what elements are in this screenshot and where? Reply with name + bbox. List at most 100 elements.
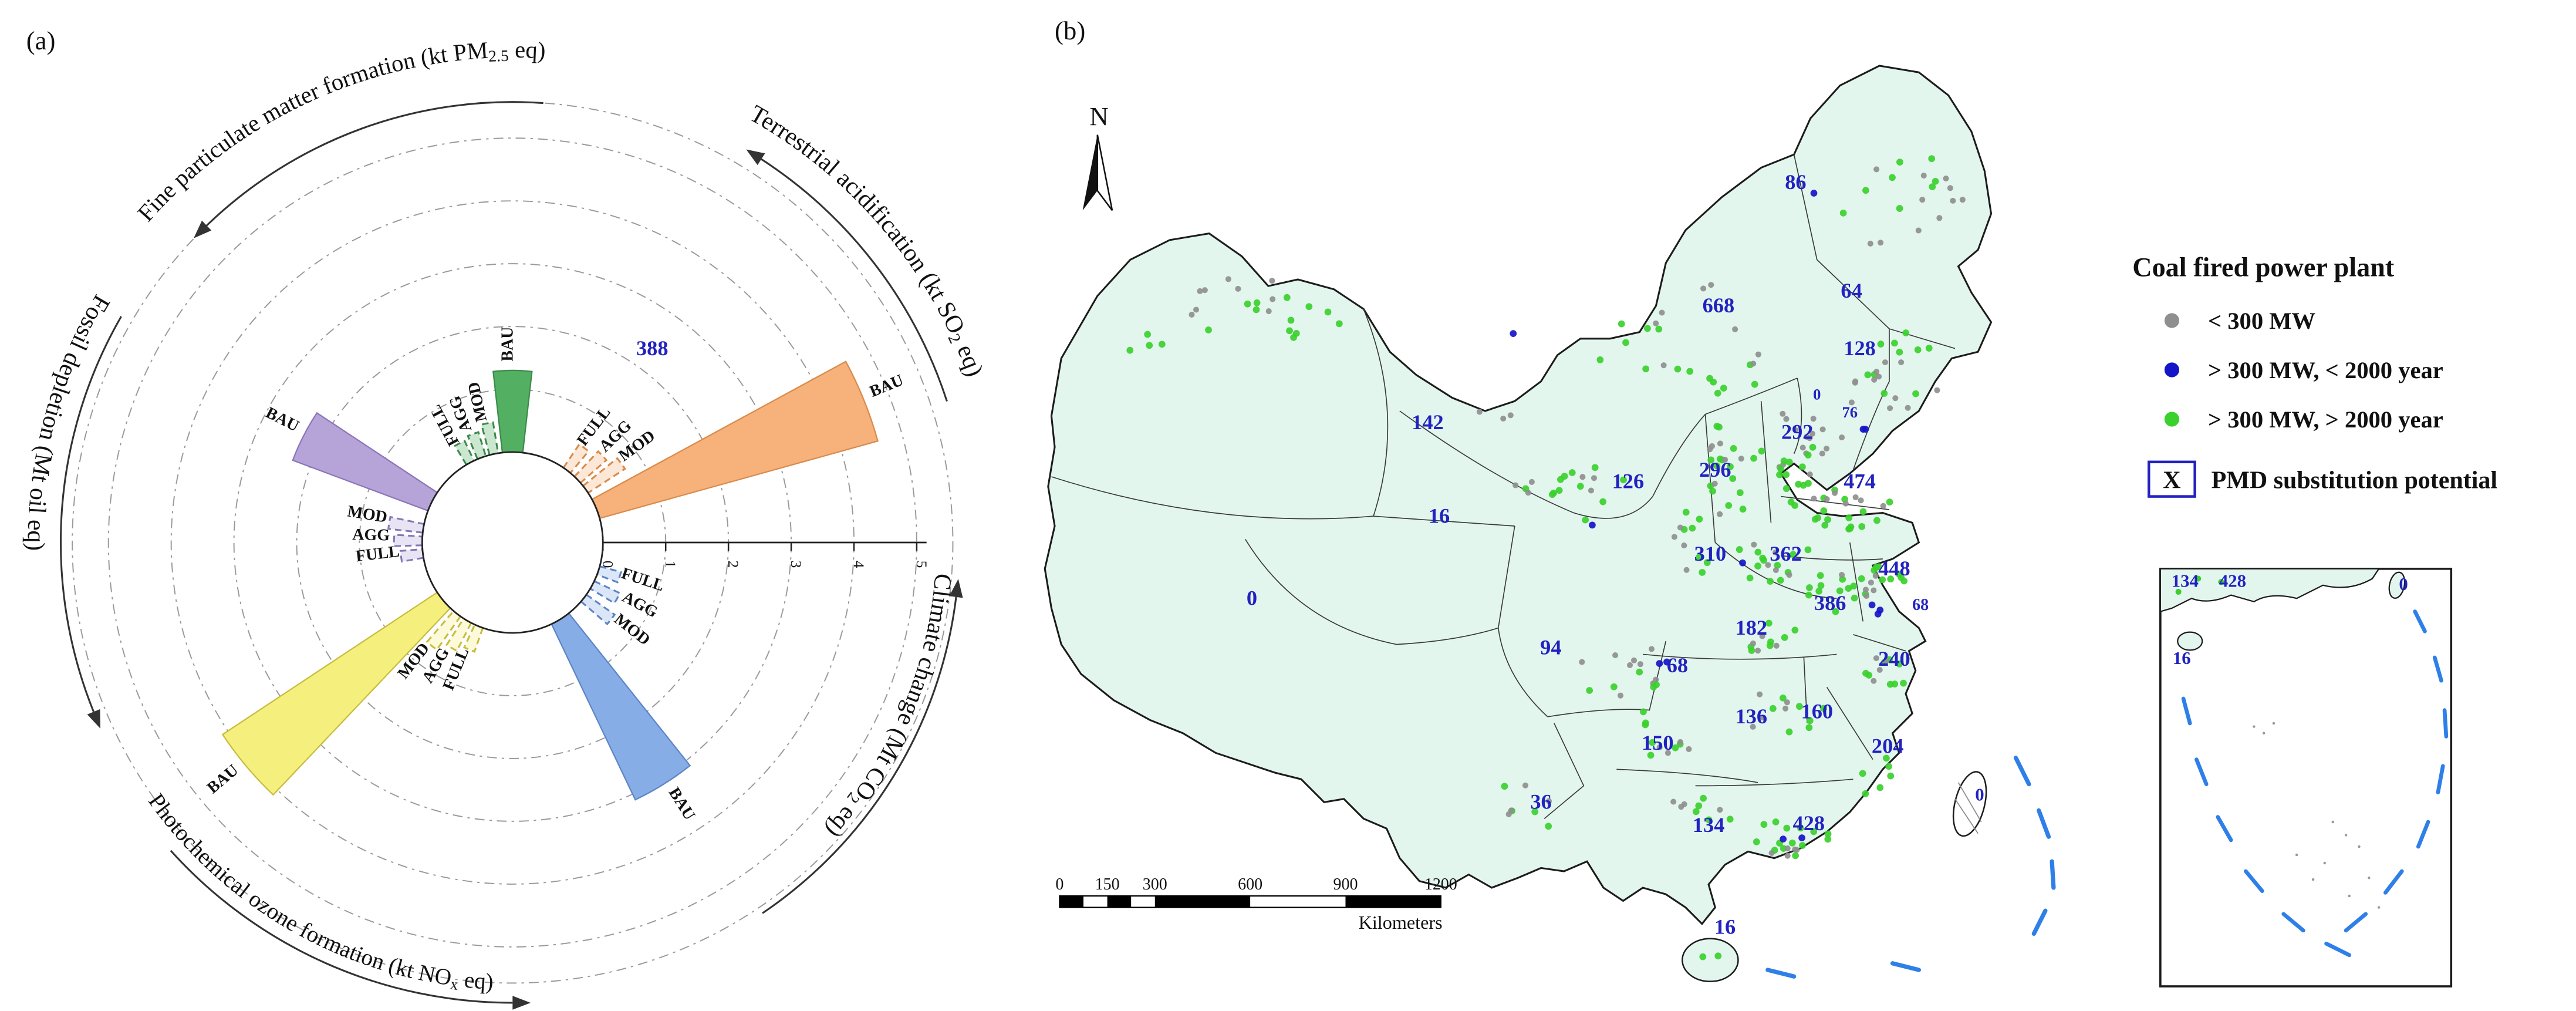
south-china-sea-inset: 134 428 0 16 xyxy=(2159,567,2453,988)
plant-dot-lt300 xyxy=(1612,652,1619,659)
scale-bar-unit: Kilometers xyxy=(1359,912,1443,933)
plant-dot-lt300 xyxy=(1819,426,1826,433)
scenario-label-fossil-depletion-AGG: AGG xyxy=(352,525,390,544)
plant-dot-lt300 xyxy=(1757,691,1763,697)
plant-dot-lt300 xyxy=(1862,587,1869,593)
plant-dot-gt300_gt2000 xyxy=(1929,183,1936,190)
plant-dot-lt300 xyxy=(1660,362,1667,369)
plant-dot-lt300 xyxy=(1824,496,1830,503)
arc-arrow-4 xyxy=(762,597,957,914)
direction-arc-arrows xyxy=(59,101,963,1010)
plant-dot-gt300_gt2000 xyxy=(1795,481,1802,488)
scenario-label-fine-particulate-matter-BAU: BAU xyxy=(498,326,516,361)
plant-dot-lt300 xyxy=(1773,642,1780,649)
north-arrow: N xyxy=(1082,102,1113,211)
plant-dot-gt300_gt2000 xyxy=(1785,728,1793,736)
plant-dot-lt300 xyxy=(1943,176,1949,182)
plant-dot-gt300_gt2000 xyxy=(1710,378,1717,386)
pmd-value: 0 xyxy=(1813,385,1821,403)
plant-dot-lt300 xyxy=(1545,798,1552,804)
plant-dot-gt300_gt2000 xyxy=(1767,578,1774,585)
plant-dot-gt300_gt2000 xyxy=(1335,320,1343,328)
pmd-value: 126 xyxy=(1612,470,1645,493)
plant-dot-lt300 xyxy=(1876,666,1883,673)
plant-dot-gt300_gt2000 xyxy=(1700,794,1707,802)
scale-bar-tick-label: 900 xyxy=(1333,875,1358,894)
plant-dot-gt300_gt2000 xyxy=(1886,498,1893,505)
plant-dot-lt300 xyxy=(1708,282,1714,288)
plant-dot-gt300_gt2000 xyxy=(1725,502,1733,509)
plant-dot-gt300_gt2000 xyxy=(1146,342,1153,349)
arc-arrow-1 xyxy=(761,158,948,402)
plant-dot-gt300_gt2000 xyxy=(1783,824,1791,832)
pmd-value: 668 xyxy=(1703,294,1735,317)
plant-dot-lt300 xyxy=(1950,197,1956,204)
pmd-value: 182 xyxy=(1736,616,1768,639)
plant-dot-gt300_gt2000 xyxy=(1777,465,1784,473)
plant-dot-gt300_gt2000 xyxy=(1618,320,1625,328)
plant-dot-gt300_gt2000 xyxy=(1726,815,1734,823)
plant-dot-gt300_gt2000 xyxy=(1739,505,1747,513)
plant-dot-gt300_gt2000 xyxy=(1876,784,1884,791)
plant-dot-gt300_gt2000 xyxy=(1824,516,1831,523)
polar-bars xyxy=(221,360,879,801)
plant-dot-lt300 xyxy=(1819,450,1825,457)
bar-fine-particulate-matter-FULL xyxy=(454,439,475,466)
plant-dot-gt300_gt2000 xyxy=(1883,754,1890,762)
scenario-label-fossil-depletion-MOD: MOD xyxy=(346,502,389,526)
plant-dot-gt300_lt2000 xyxy=(1656,660,1663,667)
plant-dot-lt300 xyxy=(1717,511,1723,517)
axis-tick-label: 2 xyxy=(725,561,741,568)
plant-dot-gt300_gt2000 xyxy=(1777,577,1784,584)
plant-dot-lt300 xyxy=(1235,285,1241,292)
hainan-island xyxy=(1682,938,1739,982)
plant-dot-gt300_gt2000 xyxy=(1805,591,1812,599)
plant-dot-gt300_gt2000 xyxy=(1707,456,1715,464)
pmd-value: 86 xyxy=(1785,170,1806,194)
plant-dot-gt300_gt2000 xyxy=(1640,708,1647,716)
legend-dot-gt300_gt2000 xyxy=(2164,412,2180,427)
china-outline xyxy=(1044,65,1993,925)
pmd-value: 68 xyxy=(1667,653,1688,677)
plant-dot-gt300_gt2000 xyxy=(1787,498,1795,505)
inner-circle xyxy=(421,451,604,634)
plant-dot-lt300 xyxy=(1193,306,1200,313)
pmd-value: 76 xyxy=(1842,403,1858,421)
nine-dash-line-inset xyxy=(2181,609,2449,958)
plant-dot-lt300 xyxy=(1579,659,1585,665)
plant-dot-gt300_gt2000 xyxy=(1599,498,1606,505)
pmd-value: 362 xyxy=(1770,542,1802,565)
plant-dot-gt300_gt2000 xyxy=(1622,339,1629,346)
plant-dot-gt300_gt2000 xyxy=(1772,818,1780,825)
plant-dot-gt300_gt2000 xyxy=(1760,557,1767,564)
plant-dot-gt300_gt2000 xyxy=(1873,517,1880,524)
plant-dot-lt300 xyxy=(1717,807,1723,813)
plant-dot-lt300 xyxy=(1792,846,1798,852)
axis-tick-label: 0 xyxy=(599,561,615,568)
plant-dot-lt300 xyxy=(1810,416,1817,422)
plant-dot-gt300_gt2000 xyxy=(1158,341,1166,348)
plant-dot-gt300_lt2000 xyxy=(1739,559,1746,567)
plant-dot-gt300_gt2000 xyxy=(1858,575,1865,582)
plant-dot-lt300 xyxy=(1759,633,1765,639)
plant-dot-lt300 xyxy=(1800,444,1806,451)
plant-dot-gt300_gt2000 xyxy=(1750,454,1757,462)
plant-dot-lt300 xyxy=(1677,739,1683,745)
plant-dot-lt300 xyxy=(1852,378,1859,385)
plant-dot-gt300_gt2000 xyxy=(1126,346,1134,354)
bar-photochemical-ozone-BAU xyxy=(221,591,451,796)
plant-dot-gt300_lt2000 xyxy=(1810,190,1818,197)
scale-bar-tick-label: 150 xyxy=(1095,875,1120,894)
plant-dot-gt300_gt2000 xyxy=(1896,159,1903,166)
plant-dot-gt300_gt2000 xyxy=(1689,524,1696,532)
pmd-value: 0 xyxy=(1975,785,1984,805)
plant-dot-gt300_gt2000 xyxy=(1928,155,1936,163)
plant-dot-gt300_gt2000 xyxy=(1774,562,1781,569)
scenario-label-photochemical-ozone-BAU: BAU xyxy=(204,761,242,797)
plant-dot-gt300_gt2000 xyxy=(1753,838,1760,845)
plant-dot-lt300 xyxy=(1750,640,1756,646)
plant-dot-gt300_gt2000 xyxy=(1862,790,1869,797)
legend-dot-lt300 xyxy=(2164,313,2180,328)
